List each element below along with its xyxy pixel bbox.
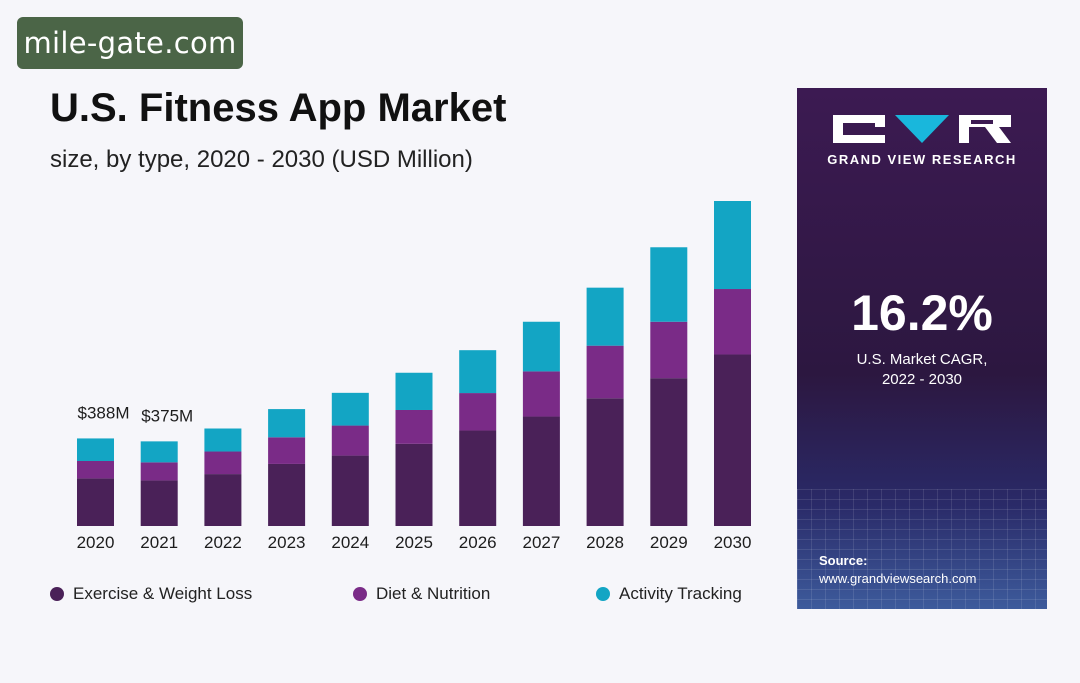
cagr-label: U.S. Market CAGR, 2022 - 2030 xyxy=(797,350,1047,390)
bar-diet-nutrition-2030 xyxy=(714,289,751,355)
brand-name: GRAND VIEW RESEARCH xyxy=(827,152,1017,167)
x-tick-label: 2026 xyxy=(459,533,497,552)
bar-exercise-weight-loss-2029 xyxy=(650,378,688,526)
bar-exercise-weight-loss-2022 xyxy=(204,474,242,526)
chart-subtitle: size, by type, 2020 - 2030 (USD Million) xyxy=(50,146,473,173)
bar-diet-nutrition-2021 xyxy=(140,462,178,481)
data-label-2021: $375M xyxy=(141,406,193,425)
bar-exercise-weight-loss-2030 xyxy=(714,354,751,526)
bar-activity-tracking-2026 xyxy=(459,350,497,394)
legend-swatch xyxy=(596,587,610,601)
bar-exercise-weight-loss-2028 xyxy=(586,398,624,526)
legend-item-exercise: Exercise & Weight Loss xyxy=(50,583,252,605)
cagr-label-line-2: 2022 - 2030 xyxy=(881,371,963,388)
panel-grid-decoration xyxy=(797,489,1047,609)
bar-diet-nutrition-2029 xyxy=(650,321,688,379)
x-tick-label: 2025 xyxy=(395,533,433,552)
source-url: www.grandviewsearch.com xyxy=(819,571,977,586)
bar-exercise-weight-loss-2024 xyxy=(331,455,369,526)
legend-label: Diet & Nutrition xyxy=(376,584,491,603)
bar-diet-nutrition-2022 xyxy=(204,451,242,475)
bar-activity-tracking-2022 xyxy=(204,428,242,452)
source-label: Source: xyxy=(819,553,868,568)
legend-item-activity: Activity Tracking xyxy=(596,583,742,605)
bar-diet-nutrition-2028 xyxy=(586,345,624,399)
x-tick-label: 2021 xyxy=(140,533,178,552)
bar-exercise-weight-loss-2023 xyxy=(268,463,306,526)
bar-activity-tracking-2023 xyxy=(268,409,306,438)
bar-exercise-weight-loss-2027 xyxy=(522,416,560,526)
legend-swatch xyxy=(353,587,367,601)
legend-label: Exercise & Weight Loss xyxy=(73,584,253,603)
bar-diet-nutrition-2020 xyxy=(77,461,114,479)
bar-diet-nutrition-2023 xyxy=(268,437,306,464)
bar-activity-tracking-2024 xyxy=(331,392,369,426)
legend-swatch xyxy=(50,587,64,601)
cagr-label-line-1: U.S. Market CAGR, xyxy=(856,351,988,368)
legend-item-diet: Diet & Nutrition xyxy=(353,583,490,605)
data-label-2020: $388M xyxy=(78,403,130,422)
bar-exercise-weight-loss-2025 xyxy=(395,443,433,526)
bar-exercise-weight-loss-2020 xyxy=(77,478,114,526)
bar-activity-tracking-2020 xyxy=(77,438,114,461)
bar-activity-tracking-2025 xyxy=(395,372,433,410)
bar-activity-tracking-2021 xyxy=(140,441,178,463)
x-tick-label: 2022 xyxy=(204,533,242,552)
bar-activity-tracking-2030 xyxy=(714,201,751,290)
legend-label: Activity Tracking xyxy=(619,584,742,603)
bar-activity-tracking-2029 xyxy=(650,247,688,322)
bar-diet-nutrition-2027 xyxy=(522,371,560,417)
x-tick-label: 2027 xyxy=(522,533,560,552)
bar-activity-tracking-2027 xyxy=(522,321,560,372)
stacked-bar-chart: 2020 $388M 2021 $375M 2022 2023 2024 2025 2026 20… xyxy=(77,201,752,552)
x-tick-label: 2030 xyxy=(714,533,752,552)
x-tick-label: 2029 xyxy=(650,533,688,552)
x-tick-label: 2028 xyxy=(586,533,624,552)
bar-diet-nutrition-2024 xyxy=(331,425,369,456)
chart-title: U.S. Fitness App Market xyxy=(50,86,507,130)
cagr-value: 16.2% xyxy=(851,285,993,341)
grand-view-research-logo-icon xyxy=(833,115,1011,143)
watermark: mile-gate.com xyxy=(17,17,243,69)
x-tick-label: 2024 xyxy=(331,533,369,552)
x-tick-label: 2020 xyxy=(77,533,115,552)
bar-exercise-weight-loss-2021 xyxy=(140,480,178,526)
bar-activity-tracking-2028 xyxy=(586,287,624,346)
bar-diet-nutrition-2025 xyxy=(395,409,433,444)
bar-diet-nutrition-2026 xyxy=(459,393,497,431)
x-tick-label: 2023 xyxy=(268,533,306,552)
bar-exercise-weight-loss-2026 xyxy=(459,430,497,526)
info-panel: GRAND VIEW RESEARCH 16.2% U.S. Market CA… xyxy=(797,88,1047,609)
